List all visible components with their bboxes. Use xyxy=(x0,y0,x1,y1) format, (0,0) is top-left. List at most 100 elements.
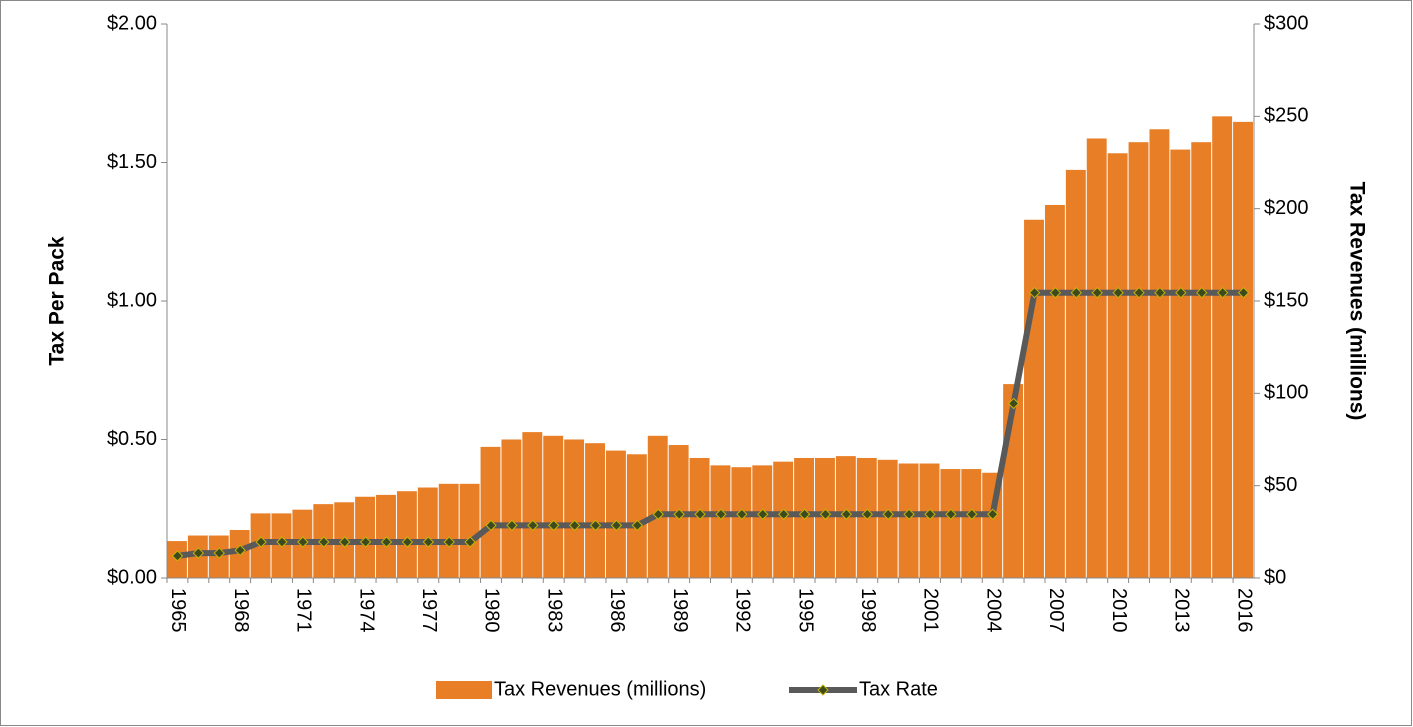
line-marker xyxy=(1028,286,1041,299)
line-marker xyxy=(1133,286,1145,299)
x-tick-label: 1980 xyxy=(481,588,503,633)
line-marker xyxy=(548,519,560,532)
bar xyxy=(1024,219,1044,578)
bar xyxy=(396,491,417,578)
x-tick-label: 2016 xyxy=(1233,588,1255,633)
line-marker xyxy=(1112,286,1124,299)
y2-axis-title: Tax Revenues (millions) xyxy=(1345,182,1368,421)
bar xyxy=(940,469,961,578)
bar xyxy=(1149,129,1170,578)
bar xyxy=(522,432,543,578)
bar xyxy=(1065,169,1086,579)
line-marker xyxy=(694,508,706,520)
line-marker xyxy=(527,519,539,532)
line-marker xyxy=(882,508,894,520)
line-marker xyxy=(234,544,246,557)
y2-tick-label: $100 xyxy=(1264,382,1309,404)
line xyxy=(177,289,1244,559)
legend-label: Tax Revenues (millions) xyxy=(494,678,706,700)
bar xyxy=(1086,138,1107,578)
bar xyxy=(961,469,982,578)
bar xyxy=(1107,153,1128,578)
line-marker xyxy=(861,508,873,520)
line-marker xyxy=(297,536,309,548)
line-marker xyxy=(798,508,811,520)
line-marker xyxy=(589,519,602,532)
y2-tick-label: $200 xyxy=(1264,197,1309,219)
y-tick-label: $0.50 xyxy=(107,428,157,450)
bar xyxy=(898,463,919,578)
line-marker xyxy=(903,508,915,520)
bar xyxy=(1044,204,1065,578)
x-tick-label: 1992 xyxy=(732,588,754,633)
bar xyxy=(585,443,605,578)
bar xyxy=(1170,149,1191,578)
bar xyxy=(543,435,564,578)
line-marker xyxy=(380,536,393,548)
bar xyxy=(605,450,626,578)
line-marker xyxy=(485,519,497,532)
line-marker xyxy=(986,508,999,520)
y2-tick-label: $150 xyxy=(1264,289,1309,311)
line-marker xyxy=(1216,286,1229,299)
line-marker xyxy=(945,508,957,520)
line-marker xyxy=(1070,286,1083,299)
y2-tick-label: $250 xyxy=(1264,105,1309,127)
line-marker xyxy=(192,547,205,559)
line-marker xyxy=(359,536,372,548)
x-tick-label: 1971 xyxy=(293,588,315,633)
line-marker xyxy=(966,508,978,520)
line-marker xyxy=(401,536,414,548)
bar xyxy=(564,439,585,578)
line-marker xyxy=(1154,286,1166,299)
legend-marker xyxy=(817,684,829,696)
line-marker xyxy=(464,536,476,548)
x-tick-label: 1998 xyxy=(857,588,879,633)
line-marker xyxy=(777,508,790,520)
x-tick-label: 1986 xyxy=(606,588,628,633)
bar xyxy=(438,483,459,578)
bar xyxy=(1212,116,1233,578)
line-marker xyxy=(506,519,518,532)
x-tick-label: 1977 xyxy=(418,588,440,633)
y-tick-label: $1.50 xyxy=(107,151,157,173)
bar xyxy=(480,446,501,578)
x-tick-label: 2004 xyxy=(982,588,1004,633)
y2-tick-label: $300 xyxy=(1264,12,1309,34)
x-tick-label: 1995 xyxy=(794,588,816,633)
bar xyxy=(1128,142,1149,579)
line-marker xyxy=(422,536,435,548)
line-marker xyxy=(171,550,184,562)
bar xyxy=(710,465,731,578)
bar xyxy=(376,494,396,578)
x-tick-label: 1968 xyxy=(230,588,252,633)
bar xyxy=(417,487,438,578)
legend-swatch xyxy=(436,681,492,699)
line-marker xyxy=(757,508,769,520)
line-marker xyxy=(924,508,936,520)
line-marker xyxy=(736,508,748,520)
line-marker xyxy=(819,508,832,520)
bar xyxy=(626,454,647,578)
bar xyxy=(459,483,480,578)
line-marker xyxy=(338,536,351,548)
line-marker xyxy=(443,536,455,548)
x-tick-label: 1989 xyxy=(669,588,691,633)
x-tick-label: 1965 xyxy=(167,588,189,633)
x-tick-label: 2007 xyxy=(1045,588,1067,633)
y2-tick-label: $0 xyxy=(1264,566,1286,588)
x-tick-label: 1983 xyxy=(543,588,565,633)
bar xyxy=(1191,142,1212,579)
line-marker xyxy=(1196,286,1208,299)
bar xyxy=(773,461,794,578)
line-marker xyxy=(255,536,267,548)
line-marker xyxy=(318,536,330,548)
y-tick-label: $1.00 xyxy=(107,289,157,311)
bar xyxy=(919,463,940,578)
line-marker xyxy=(673,508,685,520)
x-tick-label: 2013 xyxy=(1171,588,1193,633)
line-marker xyxy=(715,508,727,520)
bar xyxy=(731,467,752,578)
line-marker xyxy=(213,547,225,559)
